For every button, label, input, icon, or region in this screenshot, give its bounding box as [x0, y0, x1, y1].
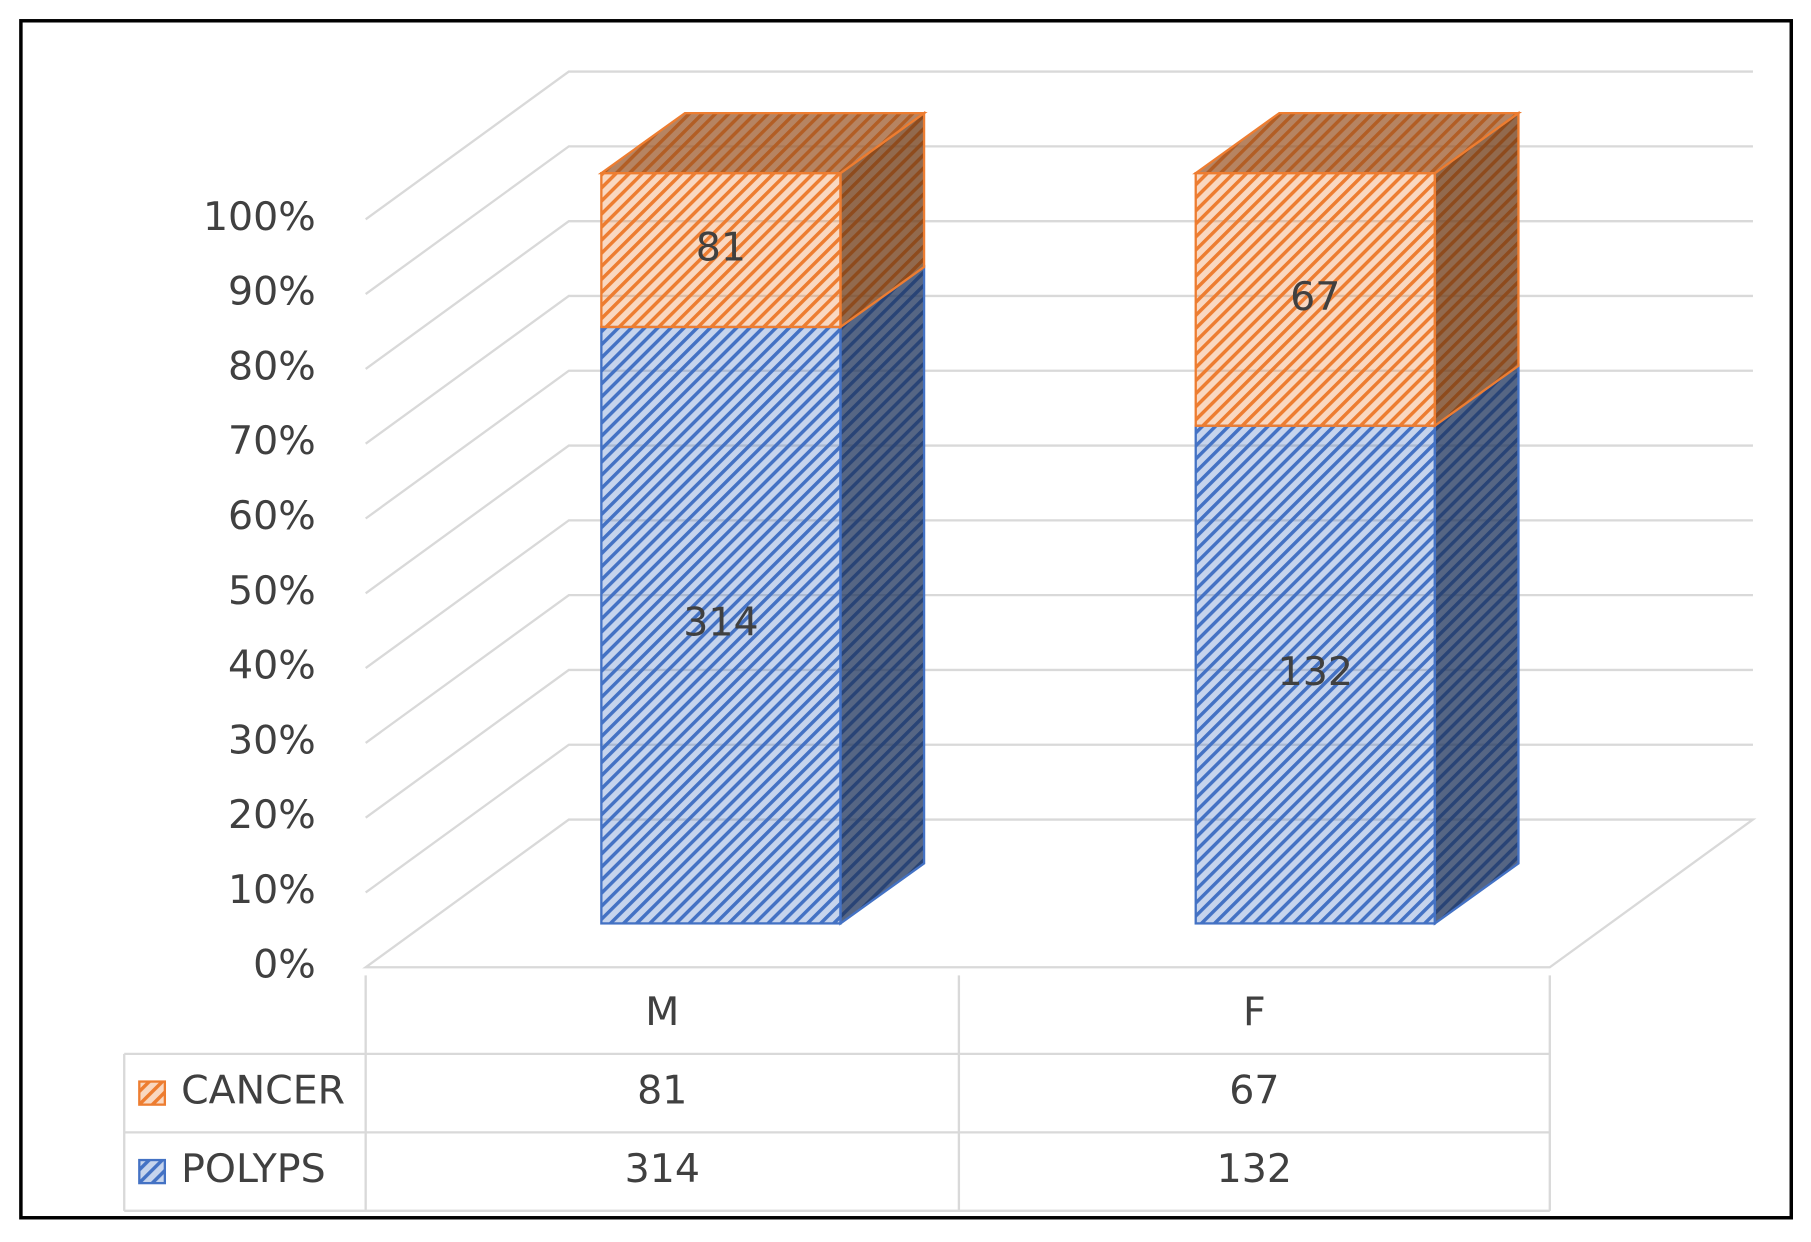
data-label: 67	[1290, 274, 1340, 320]
floor	[362, 818, 1757, 969]
grid-line	[364, 70, 1753, 221]
y-tick-label: 80%	[228, 343, 316, 389]
y-tick-label: 0%	[253, 942, 316, 988]
y-tick-label: 70%	[228, 418, 316, 464]
y-tick-label: 30%	[228, 717, 316, 763]
x-tick-label: F	[1243, 989, 1266, 1035]
y-tick-label: 100%	[203, 194, 316, 240]
y-tick-label: 20%	[228, 792, 316, 838]
data-label: 81	[696, 225, 746, 271]
legend-swatch	[138, 1158, 167, 1185]
y-tick-label: 90%	[228, 269, 316, 315]
table-cell: 67	[1229, 1068, 1279, 1114]
y-tick-label: 60%	[228, 493, 316, 539]
x-tick-label: M	[645, 989, 679, 1035]
y-tick-label: 50%	[228, 568, 316, 614]
y-tick-label: 40%	[228, 643, 316, 689]
data-label: 314	[683, 600, 758, 646]
y-tick-label: 10%	[228, 867, 316, 913]
legend-label: POLYPS	[181, 1146, 326, 1192]
bar-side	[839, 264, 926, 926]
data-label: 132	[1278, 649, 1353, 695]
table-cell: 132	[1217, 1146, 1292, 1192]
bar	[1194, 424, 1437, 925]
bar	[600, 171, 842, 329]
legend-swatch	[138, 1080, 167, 1106]
bar	[600, 325, 842, 925]
legend-label: CANCER	[181, 1068, 345, 1114]
table-cell: 314	[625, 1146, 700, 1192]
table-cell: 81	[637, 1068, 687, 1114]
bar	[1194, 171, 1437, 427]
bar-side	[1433, 363, 1520, 926]
